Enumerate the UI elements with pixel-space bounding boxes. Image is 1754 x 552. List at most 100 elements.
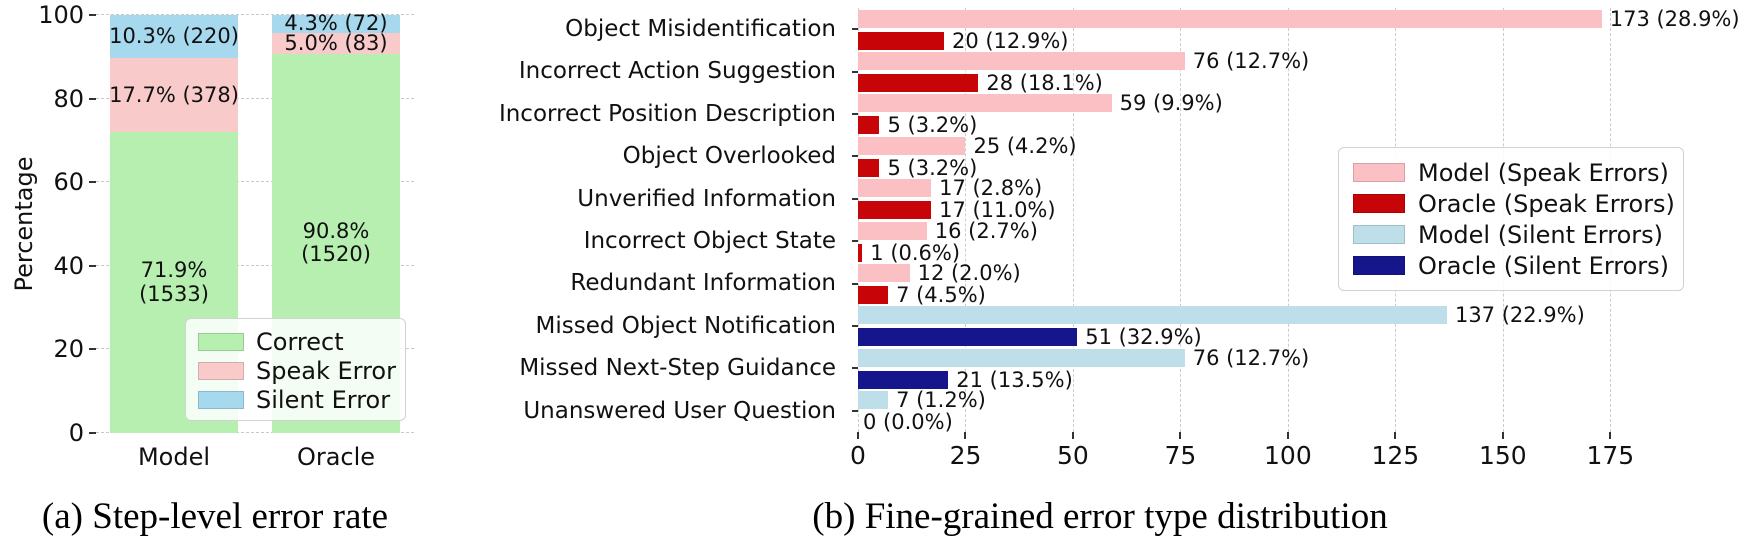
legend-item-silent-error: Silent Error <box>198 385 393 414</box>
y-tick-mark-100 <box>89 14 96 16</box>
grid-line-x-125 <box>1395 8 1397 432</box>
bar-segment-model-correct: 71.9% (1533) <box>110 132 238 433</box>
y-tick-label-80: 80 <box>53 84 84 113</box>
bar-segment-label-line: (1520) <box>301 242 371 267</box>
bar-segment-label-line: 4.3% (72) <box>284 11 388 36</box>
x-tick-label-25: 25 <box>949 441 982 470</box>
y-tick-mark-60 <box>89 181 96 184</box>
bar-segment-label-line: 71.9% <box>140 258 208 283</box>
value-label-oracle-object-overlooked: 5 (3.2%) <box>887 155 978 180</box>
x-tick-label-150: 150 <box>1478 441 1527 470</box>
bar-oracle-object-misidentification <box>858 31 944 50</box>
value-label-oracle-missed-object-notification: 51 (32.9%) <box>1085 325 1202 350</box>
category-label-missed-next-step-guidance: Missed Next-Step Guidance <box>519 355 836 382</box>
bar-oracle-missed-next-step-guidance <box>858 370 949 389</box>
category-tick-mark <box>852 367 858 370</box>
legend-step-level: Correct Speak Error Silent Error <box>185 318 406 421</box>
x-tick-label-75: 75 <box>1164 441 1197 470</box>
value-label-oracle-incorrect-position-description: 5 (3.2%) <box>887 113 978 138</box>
y-tick-label-40: 40 <box>53 251 84 280</box>
grid-line-y-80 <box>96 97 414 99</box>
value-label-oracle-incorrect-action-suggestion: 28 (18.1%) <box>986 70 1103 95</box>
category-label-unanswered-user-question: Unanswered User Question <box>523 397 836 424</box>
value-label-oracle-unanswered-user-question: 0 (0.0%) <box>863 410 953 435</box>
category-tick-mark <box>852 325 858 327</box>
value-label-model-incorrect-action-suggestion: 76 (12.7%) <box>1192 48 1310 73</box>
value-label-model-incorrect-object-state: 16 (2.7%) <box>934 218 1038 243</box>
value-label-oracle-object-misidentification: 20 (12.9%) <box>951 28 1069 53</box>
value-label-model-incorrect-position-description: 59 (9.9%) <box>1119 91 1223 116</box>
category-label-object-overlooked: Object Overlooked <box>622 143 836 170</box>
bar-oracle-object-overlooked <box>858 158 880 177</box>
y-tick-label-100: 100 <box>38 1 84 29</box>
x-tick-mark-100 <box>1286 432 1289 439</box>
grid-line-y-40 <box>96 264 414 266</box>
grid-line-x-175 <box>1610 8 1612 432</box>
y-tick-label-60: 60 <box>53 168 84 197</box>
y-tick-mark-20 <box>89 348 96 351</box>
x-tick-label-175: 175 <box>1586 441 1635 470</box>
y-tick-label-20: 20 <box>53 335 84 364</box>
bar-segment-oracle-silent-error: 4.3% (72) <box>272 12 400 36</box>
category-label-redundant-information: Redundant Information <box>570 270 836 297</box>
oracle-speak-errors-swatch-icon <box>1353 194 1405 213</box>
bar-segment-model-speak-error: 17.7% (378) <box>109 58 239 133</box>
legend-item-model-speak-errors: Model (Speak Errors) <box>1353 157 1669 188</box>
speak-error-swatch-icon <box>198 361 244 380</box>
x-tick-label-100: 100 <box>1264 441 1312 470</box>
caption-b: (b) Fine-grained error type distribution <box>812 496 1388 537</box>
bar-model-missed-object-notification <box>858 306 1447 325</box>
caption-a: (a) Step-level error rate <box>41 496 389 537</box>
bar-segment-oracle-correct: 90.8% (1520) <box>272 53 400 433</box>
legend-item-correct: Correct <box>198 327 393 356</box>
bar-segment-label: 90.8% (1520) <box>301 219 371 267</box>
x-tick-label-0: 0 <box>850 441 866 470</box>
category-label-object-misidentification: Object Misidentification <box>565 16 836 42</box>
bar-model-redundant-information <box>858 263 910 282</box>
bar-segment-label-line: 10.3% (220) <box>109 24 239 49</box>
value-label-model-missed-next-step-guidance: 76 (12.7%) <box>1192 345 1310 370</box>
grid-line-x-25 <box>965 8 967 432</box>
stacked-bar-model: 71.9% (1533) 17.7% (378) 10.3% (220) <box>109 15 239 433</box>
legend-error-types: Model (Speak Errors) Oracle (Speak Errors… <box>1338 147 1684 291</box>
legend-item-model-silent-errors: Model (Silent Errors) <box>1353 219 1669 250</box>
bar-segment-label: 71.9% (1533) <box>139 259 209 306</box>
grid-line-y-60 <box>96 181 414 183</box>
y-tick-mark-40 <box>89 264 96 267</box>
value-label-oracle-redundant-information: 7 (4.5%) <box>896 282 986 307</box>
value-label-oracle-incorrect-object-state: 1 (0.6%) <box>870 240 961 265</box>
grid-line-x-0 <box>858 8 859 432</box>
category-label-incorrect-object-state: Incorrect Object State <box>583 228 836 254</box>
value-label-model-object-misidentification: 173 (28.9%) <box>1609 6 1740 31</box>
category-label-unverified-information: Unverified Information <box>577 185 836 212</box>
bar-segment-label: 4.3% (72) <box>284 12 387 36</box>
bar-oracle-incorrect-object-state <box>858 243 863 262</box>
legend-label: Speak Error <box>256 356 396 385</box>
stacked-bar-plot: 0 20 40 60 80 100 71.9% (1533) 17.7% (378) 10.3% … <box>38 3 414 471</box>
category-tick-mark <box>852 240 858 243</box>
category-label-incorrect-position-description: Incorrect Position Description <box>498 100 836 127</box>
model-speak-errors-swatch-icon <box>1353 163 1405 182</box>
legend-label: Oracle (Silent Errors) <box>1418 251 1670 280</box>
x-tick-mark-150 <box>1501 432 1504 439</box>
bar-segment-oracle-speak-error: 5.0% (83) <box>272 31 400 54</box>
grouped-barh-plot: 0 25 50 75 100 125 150 175 Object Misidentificat… <box>499 8 1740 468</box>
legend-item-oracle-speak-errors: Oracle (Speak Errors) <box>1353 188 1675 219</box>
bar-oracle-incorrect-action-suggestion <box>858 73 979 92</box>
grid-line-x-75 <box>1180 8 1182 432</box>
value-label-model-missed-object-notification: 137 (22.9%) <box>1454 303 1585 328</box>
category-tick-mark <box>852 409 858 412</box>
category-tick-mark <box>852 70 858 73</box>
x-tick-label-125: 125 <box>1371 441 1420 470</box>
value-label-model-unverified-information: 17 (2.8%) <box>939 176 1043 201</box>
silent-error-swatch-icon <box>198 390 244 409</box>
bar-model-incorrect-action-suggestion <box>858 51 1185 70</box>
x-category-label-model: Model <box>137 443 211 471</box>
legend-label: Silent Error <box>256 385 391 414</box>
value-label-oracle-unverified-information: 17 (11.0%) <box>939 198 1056 223</box>
category-tick-mark <box>852 155 858 158</box>
legend-label: Oracle (Speak Errors) <box>1418 189 1675 218</box>
stacked-bar-oracle: 90.8% (1520) 5.0% (83) 4.3% (72) <box>272 12 400 433</box>
